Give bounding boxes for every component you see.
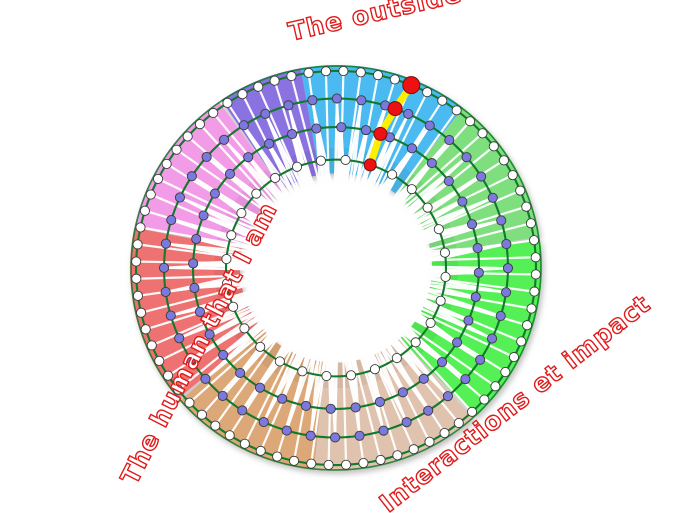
ring-nodes[interactable] [131,66,541,471]
highlighted-path-nodes[interactable] [363,76,421,172]
highlighted-path[interactable] [366,81,415,169]
